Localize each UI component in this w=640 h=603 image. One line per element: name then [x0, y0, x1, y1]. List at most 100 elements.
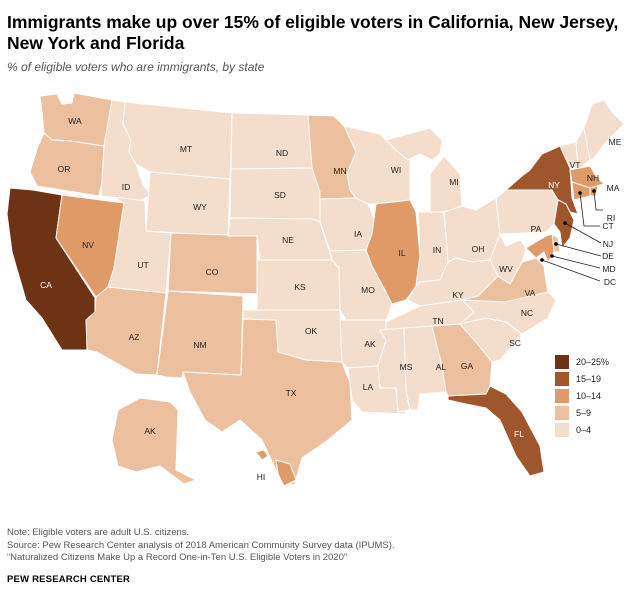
state-label-ia: IA: [354, 229, 362, 239]
state-label-ct: CT: [602, 221, 613, 231]
state-label-oh: OH: [472, 244, 485, 254]
state-label-ar: AK: [364, 339, 376, 349]
legend-swatch: [555, 355, 569, 369]
state-label-al: AL: [436, 362, 447, 372]
state-label-ga: GA: [461, 361, 474, 371]
legend-item: 20–25%: [555, 354, 609, 370]
legend-swatch: [555, 423, 569, 437]
callout-line-md: [551, 255, 601, 269]
callout-dot-ri: [592, 189, 596, 193]
legend-item: 5–9: [555, 405, 609, 421]
state-label-pa: PA: [531, 224, 542, 234]
state-label-dc: DC: [604, 277, 616, 287]
state-label-ut: UT: [137, 260, 148, 270]
state-co: [167, 232, 258, 295]
legend: 20–25% 15–19 10–14 5–9 0–4: [555, 354, 609, 439]
callout-dot-ct: [578, 191, 582, 195]
states-layer: [6, 92, 625, 487]
state-label-ks: KS: [294, 282, 306, 292]
state-label-id: ID: [122, 182, 131, 192]
state-nm: [156, 290, 244, 379]
legend-swatch: [555, 406, 569, 420]
state-label-or: OR: [58, 164, 71, 174]
state-label-ok: OK: [305, 326, 318, 336]
state-mt: [122, 101, 233, 180]
state-label-in: IN: [433, 245, 442, 255]
state-label-wy: WY: [193, 202, 207, 212]
legend-item: 15–19: [555, 371, 609, 387]
state-label-wv: WV: [499, 264, 513, 274]
legend-swatch: [555, 389, 569, 403]
state-label-md: MD: [602, 264, 615, 274]
state-tx: [182, 318, 353, 487]
state-label-vt: VT: [570, 160, 581, 170]
state-label-wi: WI: [391, 165, 401, 175]
state-label-ky: KY: [452, 290, 464, 300]
state-label-fl: FL: [514, 429, 524, 439]
state-pa: [495, 189, 559, 235]
footnotes: Note: Eligible voters are adult U.S. cit…: [7, 527, 395, 565]
state-label-tx: TX: [286, 388, 297, 398]
callout-line-de: [555, 243, 602, 257]
state-fl: [447, 385, 545, 477]
state-label-az: AZ: [129, 332, 140, 342]
state-label-va: VA: [525, 288, 536, 298]
state-label-ma: MA: [607, 183, 620, 193]
note-text: Note: Eligible voters are adult U.S. cit…: [7, 527, 190, 538]
state-label-ms: MS: [400, 362, 413, 372]
state-il: [365, 199, 421, 305]
legend-label: 10–14: [576, 391, 602, 401]
callout-line-dc: [541, 259, 601, 282]
callout-line-nj: [564, 222, 602, 244]
legend-label: 20–25%: [576, 357, 610, 367]
state-label-co: CO: [206, 267, 219, 277]
legend-item: 10–14: [555, 388, 609, 404]
state-label-nv: NV: [82, 240, 94, 250]
source-text: Source: Pew Research Center analysis of …: [7, 539, 395, 551]
state-label-nm: NM: [193, 340, 206, 350]
state-label-de: DE: [602, 251, 614, 261]
state-label-mi: MI: [449, 177, 458, 187]
state-label-mt: MT: [180, 144, 192, 154]
state-me: [583, 99, 625, 161]
chart-title: Immigrants make up over 15% of eligible …: [7, 12, 619, 53]
state-label-mn: MN: [333, 166, 346, 176]
state-labels-layer: WA OR CA ID NV MT WY UT AZ CO NM ND SD NE KS OK TX MN IA MO…: [40, 116, 622, 482]
state-ct: [571, 181, 591, 201]
state-label-sd: SD: [274, 190, 286, 200]
state-nh: [575, 127, 591, 169]
state-ak: [111, 397, 197, 485]
legend-label: 15–19: [576, 374, 602, 384]
state-label-ne: NE: [282, 235, 294, 245]
state-label-ca: CA: [40, 280, 52, 290]
state-ia: [319, 197, 377, 252]
state-label-sc: SC: [509, 338, 521, 348]
callout-dot-md: [550, 254, 554, 258]
state-label-hi: HI: [257, 472, 266, 482]
state-label-mo: MO: [361, 285, 375, 295]
state-label-nh: NH: [587, 173, 599, 183]
callout-line-ct: [579, 192, 600, 227]
state-label-ak: AK: [144, 426, 156, 436]
state-nd: [230, 112, 313, 170]
legend-swatch: [555, 372, 569, 386]
state-label-wa: WA: [68, 116, 82, 126]
legend-label: 5–9: [576, 408, 592, 418]
callout-dot-de: [554, 242, 558, 246]
chart-subtitle: % of eligible voters who are immigrants,…: [7, 60, 265, 74]
state-label-nc: NC: [521, 308, 533, 318]
legend-item: 0–4: [555, 422, 609, 438]
callout-line-ri: [593, 190, 603, 211]
state-wy: [145, 171, 231, 237]
state-label-il: IL: [398, 248, 405, 258]
state-label-ny: NY: [548, 180, 560, 190]
callout-dot-nj: [563, 221, 567, 225]
state-label-ri: RI: [607, 213, 616, 223]
state-label-tn: TN: [432, 316, 443, 326]
legend-label: 0–4: [576, 425, 592, 435]
state-az: [85, 286, 167, 376]
callout-dot-dc: [540, 258, 544, 262]
state-label-me: ME: [609, 137, 622, 147]
